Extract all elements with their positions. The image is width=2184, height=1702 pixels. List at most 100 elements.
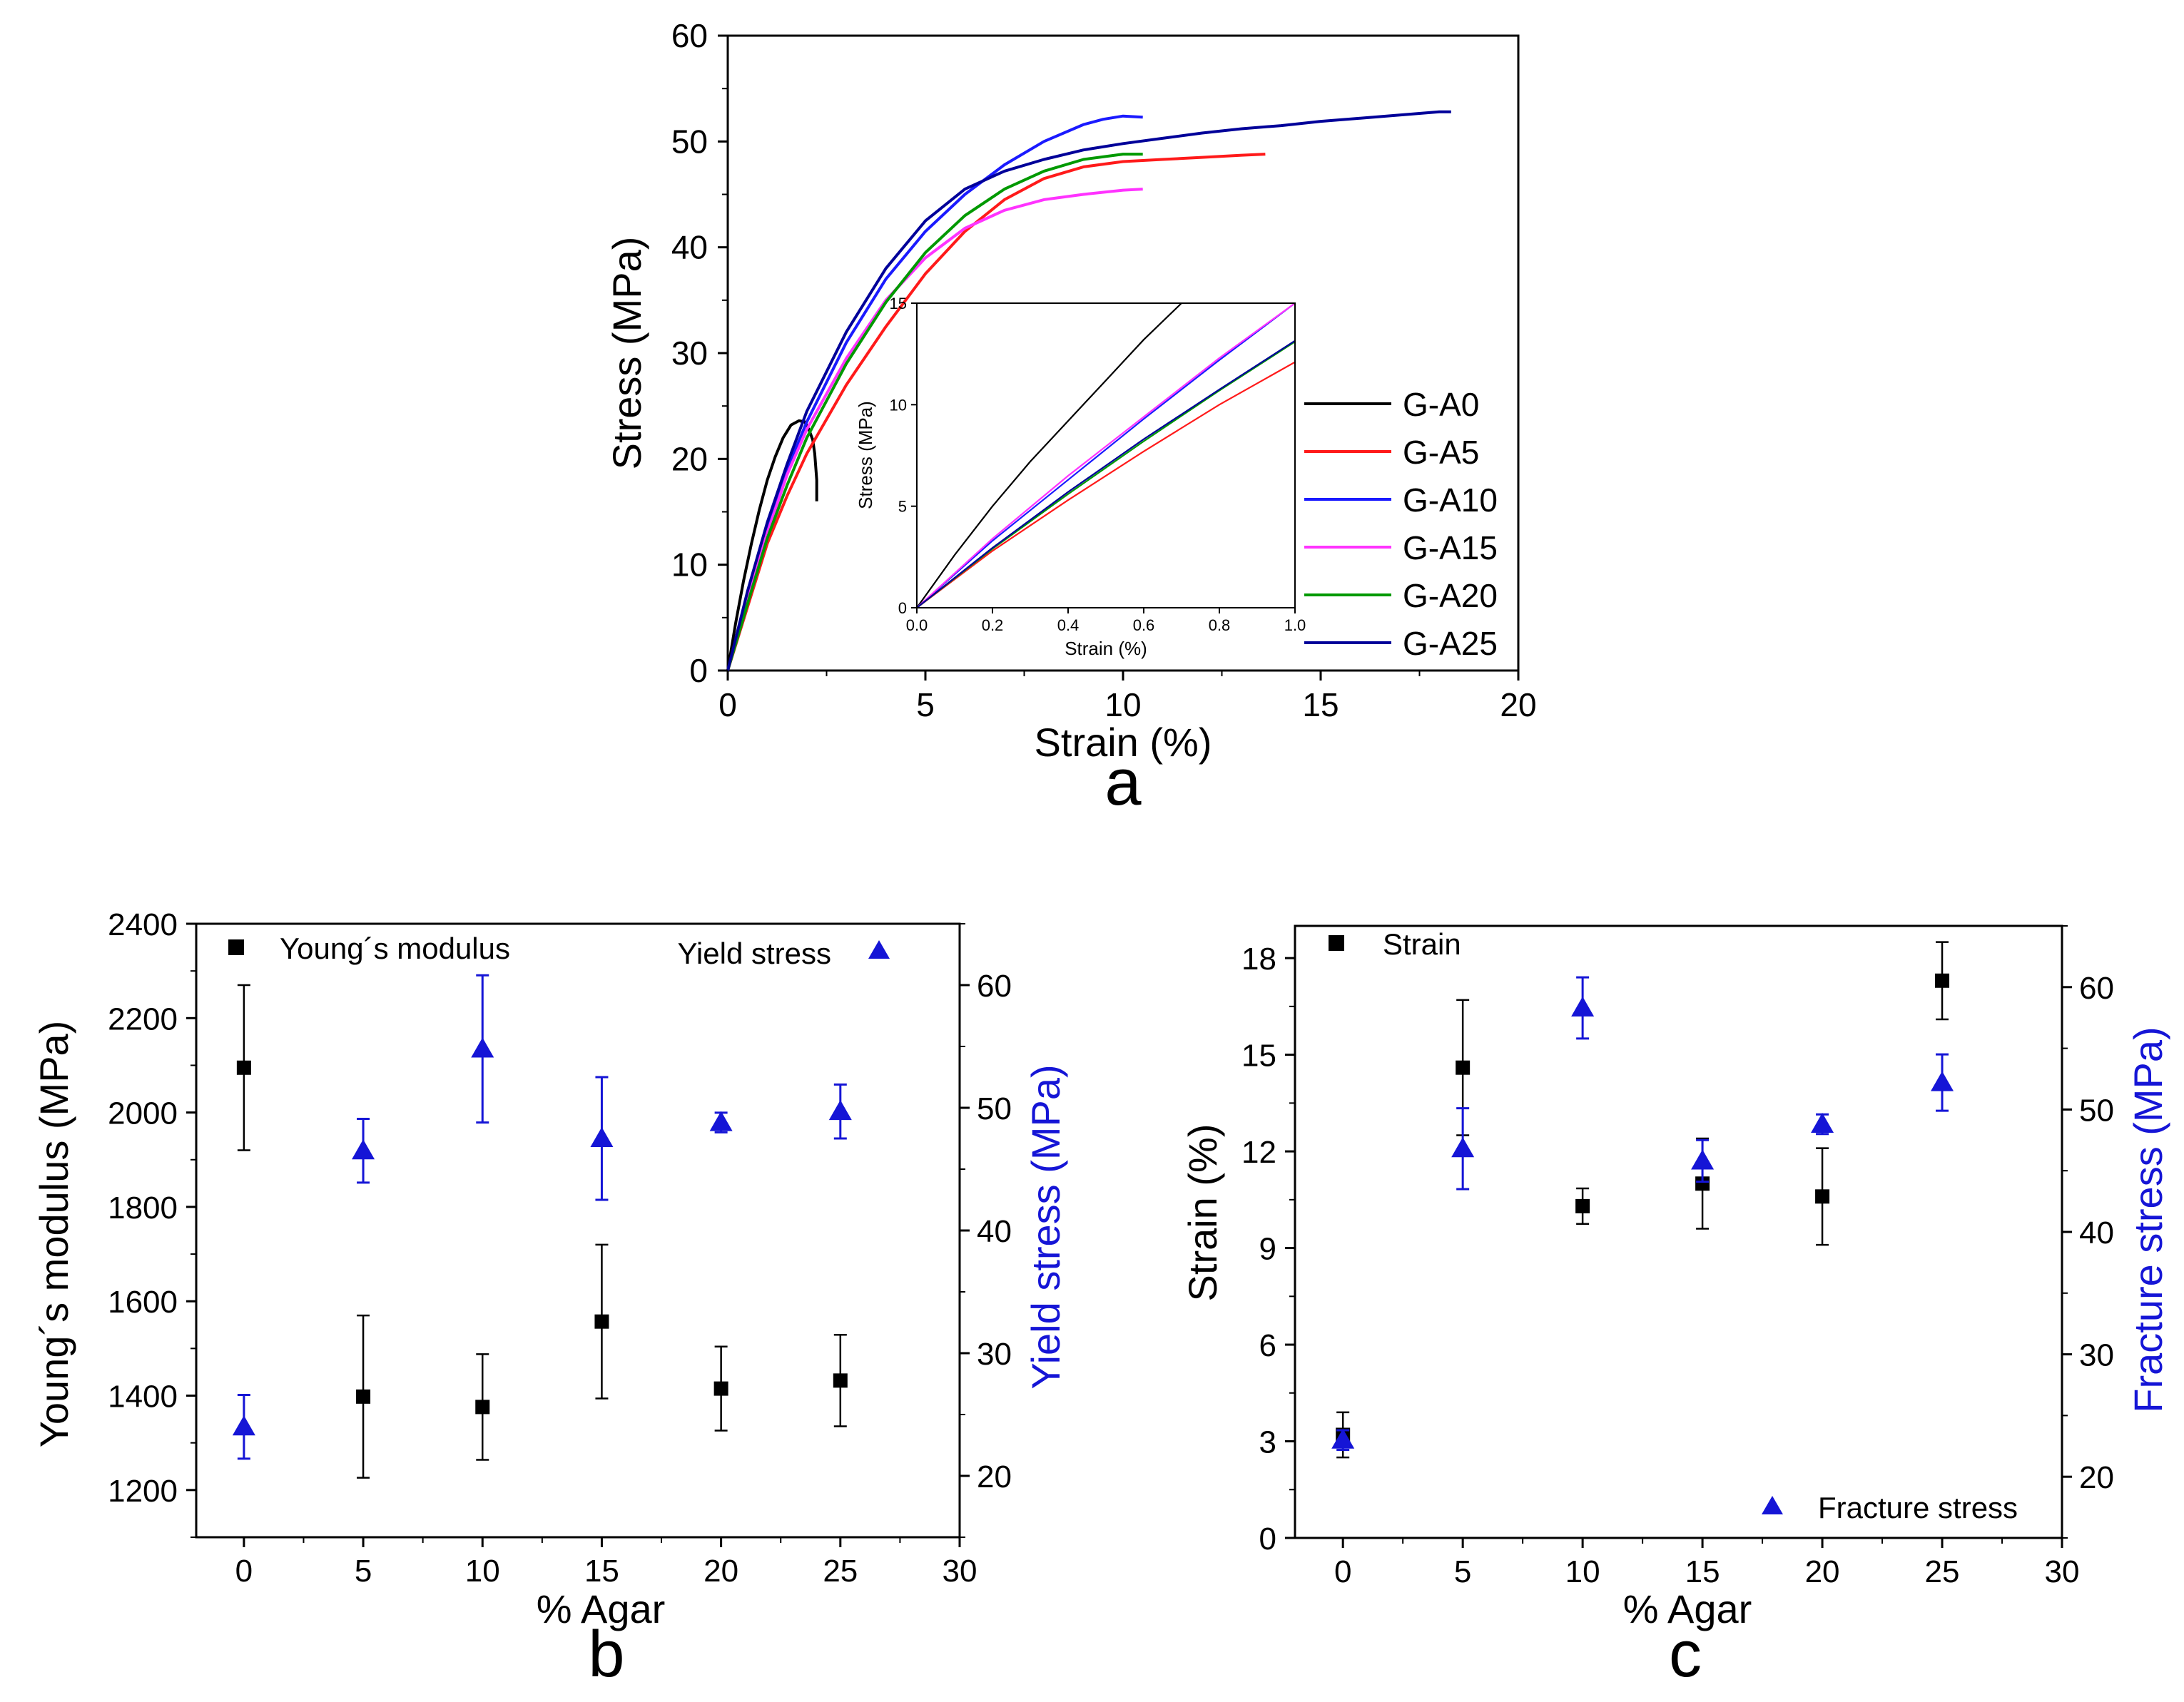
x-tick-label: 20	[1805, 1554, 1840, 1589]
right-y-tick-label: 30	[977, 1337, 1012, 1372]
data-point-yield-stress	[709, 1111, 733, 1131]
inset-series-line-g-a10	[917, 303, 1295, 608]
right-y-tick-label: 20	[977, 1459, 1012, 1494]
panel-b-legend: Young´s modulus Yield stress	[228, 932, 890, 970]
x-tick-label: 30	[2045, 1554, 2080, 1589]
panel-b-left-y-ticks: 1200 1400 1600 1800 2000 2200 2400	[108, 907, 196, 1538]
y-tick-label: 50	[671, 123, 708, 160]
y-tick-label: 0	[689, 652, 708, 689]
data-point-fracture-stress	[1931, 1071, 1954, 1091]
panel-a-y-axis-label: Stress (MPa)	[604, 237, 649, 470]
legend-strain-label: Strain	[1383, 927, 1461, 961]
panel-a-inset: 0 5 10 15 0.0 0.2 0.4 0.6 0.8 1.0 Strain (%) Str…	[855, 295, 1306, 659]
legend-label-g-a15: G-A15	[1403, 529, 1498, 566]
data-point-yield-stress	[590, 1127, 614, 1147]
panel-a-legend: G-A0 G-A5 G-A10 G-A15 G-A20 G-A25	[1304, 386, 1498, 662]
left-y-tick-label: 15	[1241, 1039, 1276, 1074]
data-point-young-s-modulus	[356, 1389, 371, 1404]
panel-c-x-ticks: 0 5 10 15 20 25 30	[1334, 1538, 2080, 1589]
inset-x-tick-label: 0.0	[906, 616, 928, 634]
inset-plot-frame	[916, 302, 1296, 608]
x-tick-label: 25	[1925, 1554, 1960, 1589]
data-point-fracture-stress	[1811, 1112, 1834, 1133]
x-tick-label: 20	[704, 1554, 738, 1589]
panel-b-right-y-axis-label: Yield stress (MPa)	[1023, 1064, 1068, 1389]
data-point-fracture-stress	[1451, 1137, 1475, 1158]
right-y-tick-label: 20	[2079, 1460, 2114, 1495]
inset-x-tick-label: 0.4	[1057, 616, 1080, 634]
x-tick-label: 0	[718, 686, 737, 723]
data-point-strain	[1935, 973, 1950, 988]
panel-c-left-y-ticks: 0 3 6 9 12 15 18	[1241, 942, 1295, 1556]
x-tick-label: 10	[465, 1554, 500, 1589]
data-point-yield-stress	[352, 1139, 375, 1160]
data-point-strain	[1695, 1176, 1710, 1191]
data-point-yield-stress	[828, 1100, 852, 1121]
panel-c-x-axis-label: % Agar	[1623, 1586, 1752, 1631]
x-tick-label: 15	[1685, 1554, 1720, 1589]
x-tick-label: 15	[1302, 686, 1339, 723]
inset-clipped-series	[917, 303, 1295, 608]
x-tick-label: 25	[823, 1554, 858, 1589]
left-y-tick-label: 2000	[108, 1096, 178, 1131]
y-tick-label: 60	[671, 17, 708, 54]
left-y-tick-label: 12	[1241, 1135, 1276, 1170]
inset-y-tick-label: 10	[890, 396, 907, 414]
legend-label-g-a10: G-A10	[1403, 481, 1498, 519]
panel-c-left-y-axis-label: Strain (%)	[1180, 1124, 1225, 1302]
inset-y-tick-label: 0	[898, 599, 907, 617]
x-tick-label: 10	[1104, 686, 1141, 723]
x-tick-label: 5	[355, 1554, 372, 1589]
y-tick-label: 10	[671, 546, 708, 584]
data-point-yield-stress	[471, 1037, 494, 1058]
left-y-tick-label: 0	[1259, 1522, 1276, 1556]
legend-strain-marker	[1329, 935, 1344, 951]
panel-c-right-y-ticks: 20 30 40 50 60	[2062, 925, 2114, 1539]
legend-label-g-a20: G-A20	[1403, 577, 1498, 614]
panel-c-marks	[1331, 941, 1954, 1459]
legend-yield-stress-marker	[868, 940, 890, 959]
left-y-tick-label: 18	[1241, 942, 1276, 977]
x-tick-label: 10	[1565, 1554, 1600, 1589]
x-tick-label: 5	[916, 686, 935, 723]
data-point-young-s-modulus	[594, 1314, 609, 1329]
inset-x-tick-label: 0.8	[1209, 616, 1231, 634]
left-y-tick-label: 6	[1259, 1328, 1276, 1363]
x-tick-label: 30	[943, 1554, 977, 1589]
panel-c-label: c	[1669, 1618, 1702, 1691]
panel-a-x-axis-label: Strain (%)	[1035, 720, 1212, 765]
inset-x-ticks: 0.0 0.2 0.4 0.6 0.8 1.0	[906, 608, 1306, 634]
data-point-young-s-modulus	[475, 1400, 490, 1415]
inset-x-tick-label: 0.2	[982, 616, 1004, 634]
panel-b-right-y-ticks: 20 30 40 50 60	[960, 923, 1012, 1538]
inset-series-line-g-a0	[917, 303, 1182, 608]
inset-y-tick-label: 15	[890, 295, 907, 312]
panel-a-series-group	[726, 110, 1451, 671]
series-line-g-a0	[726, 419, 818, 671]
left-y-tick-label: 1800	[108, 1191, 178, 1225]
left-y-tick-label: 3	[1259, 1425, 1276, 1460]
y-tick-label: 30	[671, 335, 708, 372]
legend-label-g-a5: G-A5	[1403, 434, 1479, 471]
right-y-tick-label: 50	[977, 1091, 1012, 1126]
data-point-strain	[1575, 1198, 1590, 1213]
inset-x-axis-label: Strain (%)	[1065, 638, 1147, 659]
legend-yield-stress-label: Yield stress	[677, 937, 831, 970]
right-y-tick-label: 50	[2079, 1093, 2114, 1128]
panel-b-x-axis-label: % Agar	[537, 1586, 666, 1631]
inset-series-group	[917, 303, 1295, 608]
panel-a-y-ticks: 0 10 20 30 40 50 60	[671, 17, 728, 689]
inset-y-ticks: 0 5 10 15	[890, 295, 917, 617]
left-y-tick-label: 1400	[108, 1380, 178, 1415]
panel-b-x-ticks: 0 5 10 15 20 25 30	[235, 1537, 977, 1589]
y-tick-label: 40	[671, 229, 708, 266]
panel-a: 0 10 20 30 40 50 60 0 5 10 15 20 Strain (%) Stress…	[604, 17, 1537, 819]
panel-b-marks	[232, 974, 852, 1479]
y-tick-label: 20	[671, 440, 708, 477]
x-tick-label: 0	[235, 1554, 253, 1589]
right-y-tick-label: 30	[2079, 1338, 2114, 1373]
legend-youngs-modulus-label: Young´s modulus	[280, 932, 510, 965]
data-point-young-s-modulus	[713, 1381, 728, 1396]
